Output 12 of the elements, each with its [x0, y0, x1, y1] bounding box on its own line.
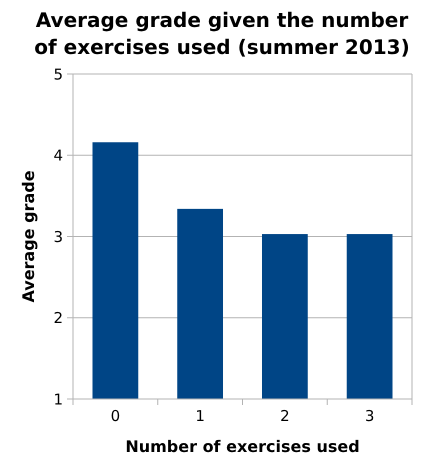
y-tick-label: 3 [53, 228, 63, 246]
x-axis-title: Number of exercises used [125, 437, 360, 456]
y-axis-title: Average grade [19, 170, 38, 303]
x-tick-label: 0 [110, 407, 120, 425]
y-tick-label: 4 [53, 146, 63, 164]
chart-title: Average grade given the number of exercises used (summer 2013) [34, 8, 410, 59]
x-tick-label: 3 [364, 407, 374, 425]
y-tick-label: 5 [53, 65, 63, 84]
x-tick-label: 1 [195, 407, 205, 425]
x-tick-label: 2 [280, 407, 290, 425]
y-tick-label: 1 [53, 390, 63, 408]
y-tick-label: 2 [53, 309, 63, 327]
